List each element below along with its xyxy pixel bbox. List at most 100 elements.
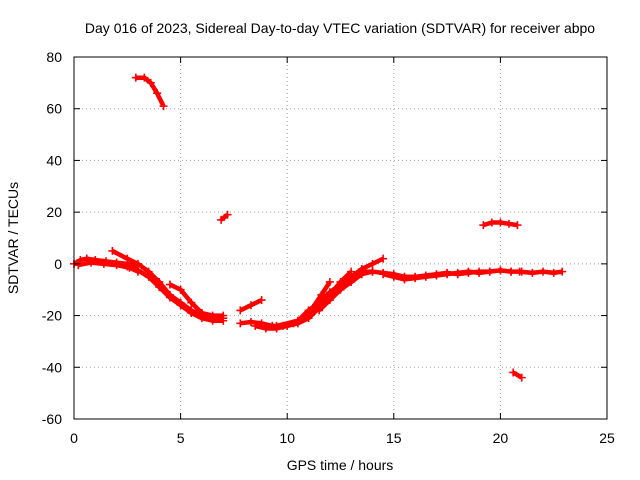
data-point [219, 311, 228, 320]
data-point [453, 268, 462, 277]
data-point [357, 267, 366, 276]
data-point [507, 267, 516, 276]
y-tick-label: -20 [42, 308, 62, 324]
y-tick-label: 60 [46, 101, 62, 117]
data-point [87, 258, 96, 267]
data-point [217, 215, 226, 224]
y-tick-label: -40 [42, 359, 62, 375]
y-tick-label: 80 [46, 49, 62, 65]
x-axis-label: GPS time / hours [287, 457, 394, 473]
data-point [400, 275, 409, 284]
data-point [475, 268, 484, 277]
y-tick-label: -60 [42, 411, 62, 427]
data-point [261, 324, 270, 333]
data-point [379, 270, 388, 279]
data-point [187, 298, 196, 307]
y-tick-label: 0 [54, 256, 62, 272]
data-point [479, 221, 488, 230]
data-point [112, 261, 121, 270]
data-point [176, 301, 185, 310]
x-tick-label: 15 [386, 430, 402, 446]
y-tick-label: 40 [46, 152, 62, 168]
data-point [176, 285, 185, 294]
data-point [496, 266, 505, 275]
data-point [464, 267, 473, 276]
data-point [325, 296, 334, 305]
grid-lines [74, 57, 607, 419]
data-point [485, 267, 494, 276]
data-point [379, 254, 388, 263]
data-point [432, 271, 441, 280]
data-series [70, 73, 567, 382]
data-point [146, 78, 155, 87]
data-point [539, 267, 548, 276]
series-line-track-e [126, 264, 224, 323]
data-point [443, 270, 452, 279]
data-point [325, 277, 334, 286]
data-point [304, 314, 313, 323]
data-point [140, 73, 149, 82]
data-point [246, 318, 255, 327]
data-point [496, 218, 505, 227]
data-point [123, 262, 132, 271]
data-point [133, 266, 142, 275]
data-point [165, 293, 174, 302]
series-line-track-q [512, 370, 523, 380]
series-line-track-k [275, 256, 385, 329]
data-point [74, 261, 83, 270]
data-point [347, 277, 356, 286]
series-line-track-g [219, 212, 229, 222]
data-point [487, 218, 496, 227]
data-point [513, 221, 522, 230]
data-point [251, 321, 260, 330]
chart-title: Day 016 of 2023, Sidereal Day-to-day VTE… [85, 20, 595, 36]
data-point [165, 280, 174, 289]
y-tick-label: 20 [46, 204, 62, 220]
x-tick-label: 0 [70, 430, 78, 446]
data-point [272, 321, 281, 330]
data-point [257, 296, 266, 305]
data-point [549, 268, 558, 277]
data-point [131, 73, 140, 82]
data-point [208, 311, 217, 320]
plot-frame [73, 56, 608, 420]
data-point [144, 272, 153, 281]
data-point [246, 301, 255, 310]
data-point [304, 306, 313, 315]
data-point [515, 267, 524, 276]
data-point [528, 268, 537, 277]
data-point [421, 272, 430, 281]
data-point [315, 298, 324, 307]
data-point [155, 283, 164, 292]
data-point [509, 368, 518, 377]
data-point [368, 259, 377, 268]
data-point [325, 288, 334, 297]
data-point [389, 272, 398, 281]
series-line-track-c [135, 75, 166, 108]
series-line-track-j [254, 269, 353, 331]
axis-ticks: 0 5 10 15 20 25 -60 -40 -20 0 20 40 60 80 [42, 49, 615, 446]
data-point [99, 259, 108, 268]
x-tick-label: 20 [493, 430, 509, 446]
y-axis-label: SDTVAR / TECUs [5, 182, 21, 294]
data-point [558, 267, 567, 276]
x-tick-label: 10 [279, 430, 295, 446]
data-point [108, 246, 117, 255]
data-point [223, 210, 232, 219]
x-tick-label: 5 [177, 430, 185, 446]
data-point [293, 316, 302, 325]
data-point [153, 89, 162, 98]
data-point [411, 274, 420, 283]
data-point [159, 102, 168, 111]
x-tick-label: 25 [599, 430, 615, 446]
data-point [236, 306, 245, 315]
data-point [123, 254, 132, 263]
data-point [504, 219, 513, 228]
data-point [368, 267, 377, 276]
data-point [517, 373, 526, 382]
data-point [187, 308, 196, 317]
data-point [315, 306, 324, 315]
data-point [236, 319, 245, 328]
data-point [197, 308, 206, 317]
